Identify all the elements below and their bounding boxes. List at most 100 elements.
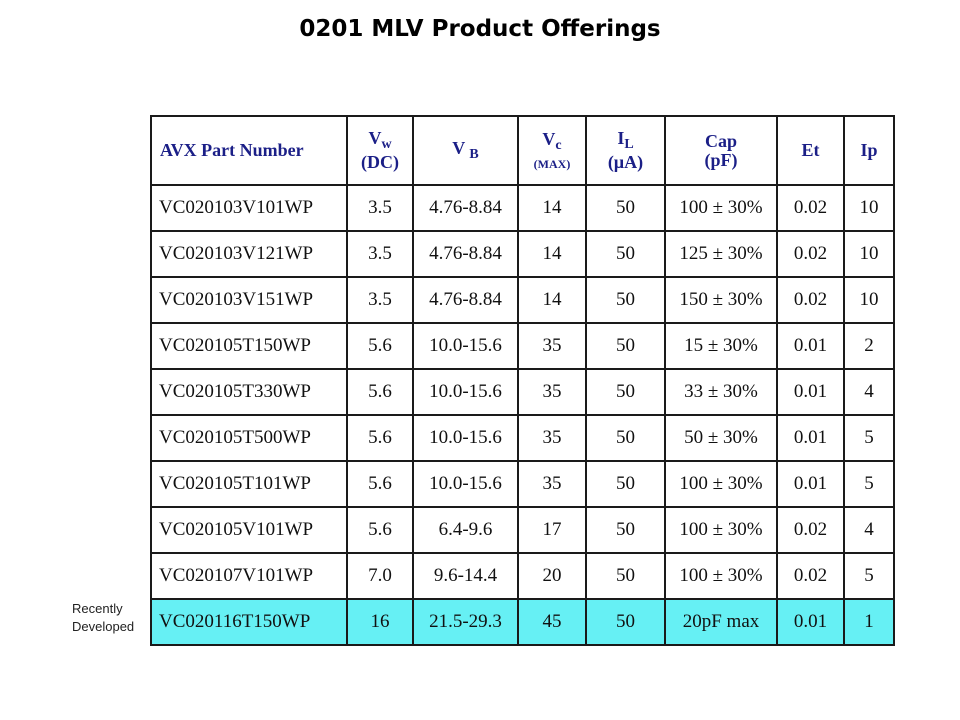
cell-ip: 5 [843,460,895,508]
cell-et: 0.02 [776,184,845,232]
cell-vb: 10.0-15.6 [412,460,519,508]
cell-vc: 14 [517,276,587,324]
cell-vc: 17 [517,506,587,554]
table-row: VC020103V121WP 3.5 4.76-8.84 14 50 125 ± 30% 0… [150,230,895,278]
table-row: VC020105T101WP 5.6 10.0-15.6 35 50 100 ± 30% 0… [150,460,895,508]
cell-vc: 20 [517,552,587,600]
cell-vb: 10.0-15.6 [412,368,519,416]
table-row: VC020103V101WP 3.5 4.76-8.84 14 50 100 ± 30% 0… [150,184,895,232]
cell-cap: 125 ± 30% [664,230,778,278]
cell-vb: 4.76-8.84 [412,230,519,278]
cell-vc: 35 [517,322,587,370]
slide-title: 0201 MLV Product Offerings [299,16,661,42]
cell-et: 0.01 [776,368,845,416]
cell-vc: 35 [517,460,587,508]
cell-ip: 5 [843,414,895,462]
cell-vc: 14 [517,230,587,278]
cell-et: 0.02 [776,276,845,324]
header-vb: V B [412,115,519,186]
cell-part: VC020105T330WP [150,368,348,416]
cell-il: 50 [585,552,666,600]
table-row: VC020105T330WP 5.6 10.0-15.6 35 50 33 ± 30% 0.… [150,368,895,416]
cell-ip: 4 [843,506,895,554]
cell-ip: 4 [843,368,895,416]
cell-il: 50 [585,184,666,232]
cell-part: VC020105T150WP [150,322,348,370]
cell-cap: 50 ± 30% [664,414,778,462]
cell-vw: 7.0 [346,552,414,600]
cell-vw: 5.6 [346,506,414,554]
cell-il: 50 [585,368,666,416]
cell-il: 50 [585,230,666,278]
header-et: Et [776,115,845,186]
cell-part: VC020105V101WP [150,506,348,554]
note-line-1: Recently [72,601,123,616]
cell-vw: 5.6 [346,460,414,508]
cell-il: 50 [585,276,666,324]
cell-vw: 5.6 [346,414,414,462]
cell-cap: 15 ± 30% [664,322,778,370]
table-row: VC020107V101WP 7.0 9.6-14.4 20 50 100 ± 30% 0.… [150,552,895,600]
cell-part: VC020105T101WP [150,460,348,508]
recently-developed-note: Recently Developed [72,600,134,636]
cell-part: VC020103V101WP [150,184,348,232]
cell-vc: 45 [517,598,587,646]
cell-ip: 10 [843,276,895,324]
cell-et: 0.01 [776,598,845,646]
table-row: VC020105V101WP 5.6 6.4-9.6 17 50 100 ± 30% 0.0… [150,506,895,554]
header-vw: Vw (DC) [346,115,414,186]
cell-part: VC020107V101WP [150,552,348,600]
cell-ip: 5 [843,552,895,600]
header-il: IL (µA) [585,115,666,186]
cell-cap: 100 ± 30% [664,184,778,232]
cell-vw: 3.5 [346,276,414,324]
table-row: VC020105T500WP 5.6 10.0-15.6 35 50 50 ± 30% 0.… [150,414,895,462]
header-cap: Cap (pF) [664,115,778,186]
cell-vb: 10.0-15.6 [412,414,519,462]
cell-vw: 5.6 [346,368,414,416]
cell-et: 0.02 [776,230,845,278]
cell-vw: 16 [346,598,414,646]
cell-et: 0.01 [776,322,845,370]
cell-vb: 21.5-29.3 [412,598,519,646]
cell-et: 0.01 [776,460,845,508]
cell-vw: 5.6 [346,322,414,370]
cell-et: 0.01 [776,414,845,462]
cell-cap: 100 ± 30% [664,460,778,508]
cell-cap: 150 ± 30% [664,276,778,324]
cell-part: VC020116T150WP [150,598,348,646]
cell-ip: 2 [843,322,895,370]
cell-vc: 14 [517,184,587,232]
table-row: VC020116T150WP 16 21.5-29.3 45 50 20pF max 0.0… [150,598,895,646]
table-row: VC020105T150WP 5.6 10.0-15.6 35 50 15 ± 30% 0.… [150,322,895,370]
cell-vb: 9.6-14.4 [412,552,519,600]
cell-vc: 35 [517,368,587,416]
cell-part: VC020103V121WP [150,230,348,278]
cell-vb: 10.0-15.6 [412,322,519,370]
cell-ip: 10 [843,230,895,278]
cell-et: 0.02 [776,506,845,554]
cell-et: 0.02 [776,552,845,600]
cell-vc: 35 [517,414,587,462]
cell-ip: 10 [843,184,895,232]
header-ip: Ip [843,115,895,186]
cell-il: 50 [585,414,666,462]
cell-vb: 4.76-8.84 [412,184,519,232]
cell-vb: 4.76-8.84 [412,276,519,324]
note-line-2: Developed [72,619,135,634]
header-row: AVX Part Number Vw (DC) V B Vc (MAX) IL … [150,115,895,186]
cell-cap: 100 ± 30% [664,506,778,554]
cell-il: 50 [585,322,666,370]
cell-cap: 100 ± 30% [664,552,778,600]
cell-cap: 33 ± 30% [664,368,778,416]
cell-part: VC020105T500WP [150,414,348,462]
cell-il: 50 [585,460,666,508]
header-vc: Vc (MAX) [517,115,587,186]
table-row: VC020103V151WP 3.5 4.76-8.84 14 50 150 ± 30% 0… [150,276,895,324]
cell-cap: 20pF max [664,598,778,646]
cell-vb: 6.4-9.6 [412,506,519,554]
cell-il: 50 [585,598,666,646]
cell-part: VC020103V151WP [150,276,348,324]
product-table: AVX Part Number Vw (DC) V B Vc (MAX) IL … [150,115,895,646]
cell-il: 50 [585,506,666,554]
